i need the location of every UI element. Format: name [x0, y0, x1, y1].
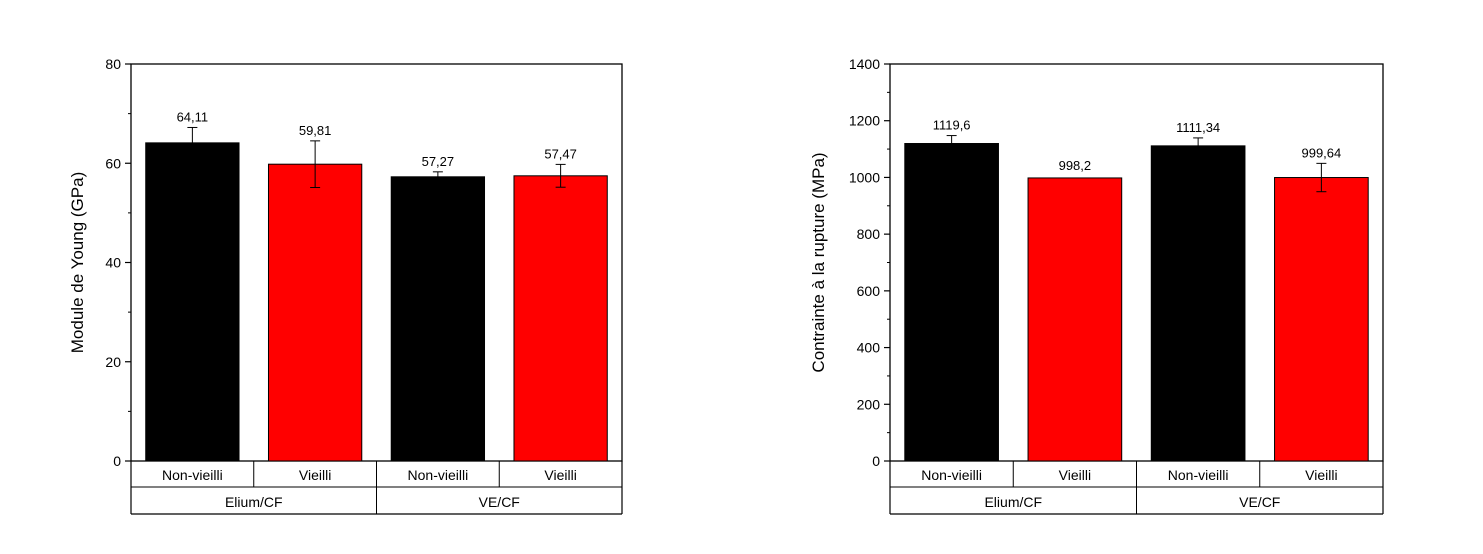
group-label: VE/CF	[1239, 494, 1280, 510]
y-tick-label: 0	[872, 453, 880, 469]
bar	[513, 175, 608, 462]
category-label: Vieilli	[544, 467, 576, 483]
y-tick-label: 200	[857, 396, 881, 412]
y-tick-label: 400	[857, 340, 881, 356]
y-axis-title: Module de Young (GPa)	[68, 172, 87, 353]
data-label: 64,11	[177, 109, 209, 124]
bar	[390, 176, 486, 462]
chart-1: 0 20 40 60 80 Module de Young (GPa) 64,11 59,81…	[68, 56, 623, 515]
data-label: 59,81	[299, 123, 332, 138]
y-axis-title: Contrainte à la rupture (MPa)	[809, 152, 828, 372]
category-label: Vieilli	[1305, 467, 1337, 483]
y-tick-label: 1200	[849, 113, 880, 129]
y-tick-label: 1400	[849, 56, 880, 72]
y-tick-label: 60	[105, 155, 121, 171]
category-label: Vieilli	[1059, 467, 1091, 483]
group-label: VE/CF	[479, 494, 520, 510]
y-tick-label: 600	[857, 283, 881, 299]
data-label: 57,47	[544, 146, 577, 161]
category-label: Non-vieilli	[921, 467, 982, 483]
category-label: Non-vieilli	[408, 467, 469, 483]
data-label: 999,64	[1301, 145, 1341, 160]
data-label: 57,27	[422, 154, 455, 169]
group-label: Elium/CF	[225, 494, 283, 510]
category-label: Non-vieilli	[162, 467, 223, 483]
category-label: Vieilli	[299, 467, 331, 483]
category-label: Non-vieilli	[1168, 467, 1229, 483]
y-tick-label: 80	[105, 56, 121, 72]
bar	[1027, 177, 1123, 462]
y-tick-label: 0	[113, 453, 121, 469]
bar	[904, 143, 999, 462]
bar	[1274, 177, 1369, 462]
y-tick-label: 800	[857, 226, 881, 242]
chart-2: 0 200 400 600 800 1000 1200 1400 Contrainte à la…	[809, 56, 1384, 515]
data-label: 998,2	[1059, 158, 1092, 173]
bar	[145, 142, 240, 462]
bar	[1150, 145, 1246, 462]
data-label: 1111,34	[1176, 120, 1220, 135]
y-tick-label: 20	[105, 354, 121, 370]
y-tick-label: 40	[105, 255, 121, 271]
bar	[267, 163, 363, 462]
y-tick-label: 1000	[849, 169, 880, 185]
group-label: Elium/CF	[984, 494, 1042, 510]
data-label: 1119,6	[933, 118, 971, 133]
